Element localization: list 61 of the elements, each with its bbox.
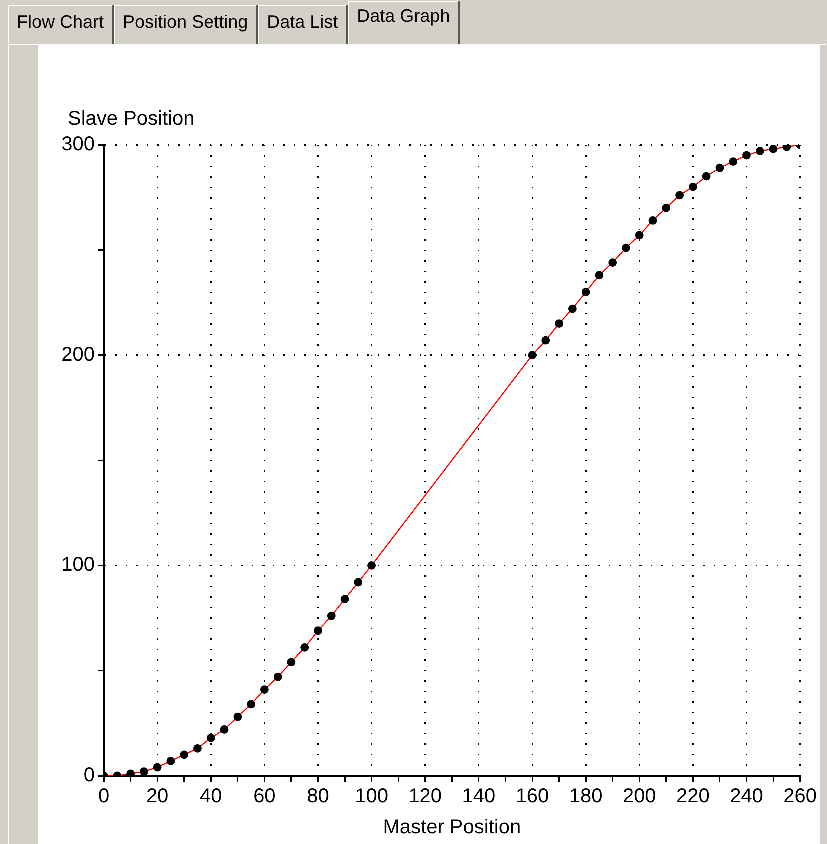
point [595, 271, 604, 280]
point [608, 258, 618, 267]
point [742, 151, 751, 160]
y-axis-title: Slave Position [68, 108, 195, 130]
x-tick-label: 60 [254, 786, 276, 808]
point [220, 726, 229, 734]
x-tick-label: 180 [569, 786, 603, 808]
point [716, 164, 724, 172]
point [635, 231, 644, 240]
x-tick-label: 160 [516, 786, 550, 808]
point [327, 612, 336, 620]
point [140, 768, 148, 776]
point [274, 672, 282, 682]
point [340, 595, 350, 604]
point [769, 145, 778, 154]
point [153, 763, 162, 772]
point [234, 712, 242, 722]
x-tick-label: 20 [146, 786, 169, 808]
point [729, 158, 738, 166]
point [702, 172, 711, 181]
point [314, 626, 322, 636]
x-axis-title: Master Position [383, 816, 522, 839]
x-tick-label: 40 [200, 786, 222, 808]
x-tick-label: 120 [408, 786, 442, 808]
point [756, 147, 764, 156]
y-tick-label: 100 [62, 554, 95, 576]
point [354, 578, 363, 587]
point [568, 304, 577, 314]
y-tick-label: 300 [62, 134, 95, 156]
y-tick-label: 0 [84, 764, 95, 787]
x-tick-label: 220 [676, 786, 710, 808]
point [582, 288, 590, 296]
point [194, 744, 202, 753]
point [368, 561, 376, 570]
point [622, 244, 630, 252]
x-tick-label: 100 [355, 786, 388, 808]
point [648, 216, 658, 225]
point [206, 734, 216, 742]
point [528, 351, 537, 360]
point [166, 757, 176, 766]
text: Position Setting [114, 5, 258, 44]
point [542, 336, 550, 345]
text: Data Graph [348, 1, 460, 44]
point [300, 643, 310, 652]
point [287, 658, 296, 667]
point [662, 204, 671, 212]
x-tick-label: 240 [730, 786, 764, 808]
x-tick-label: 260 [784, 786, 818, 808]
text: Flow Chart [8, 5, 114, 44]
text: Data List [258, 5, 348, 44]
x-tick-label: 80 [307, 786, 330, 808]
point [555, 320, 564, 328]
point [180, 750, 189, 760]
x-tick-label: 140 [462, 786, 496, 808]
point [688, 182, 698, 192]
x-tick-label: 0 [98, 786, 110, 808]
point [260, 686, 269, 694]
y-tick-label: 200 [62, 344, 95, 366]
x-tick-label: 200 [622, 786, 656, 808]
point [676, 191, 684, 200]
point [247, 700, 256, 709]
